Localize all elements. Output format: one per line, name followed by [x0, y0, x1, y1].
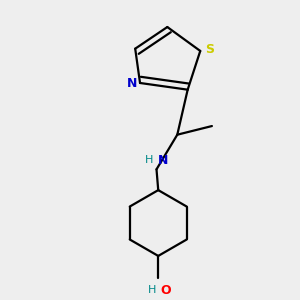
Text: S: S [206, 43, 214, 56]
Text: H: H [148, 285, 157, 295]
Text: H: H [146, 155, 154, 165]
Text: N: N [127, 77, 138, 90]
Text: N: N [158, 154, 168, 166]
Text: O: O [160, 284, 171, 297]
